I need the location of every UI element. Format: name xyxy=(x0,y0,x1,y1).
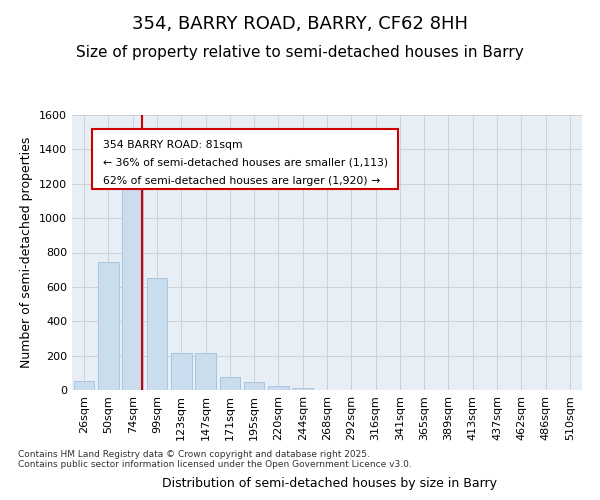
FancyBboxPatch shape xyxy=(92,128,398,189)
Bar xyxy=(292,388,313,390)
Text: Contains HM Land Registry data © Crown copyright and database right 2025.
Contai: Contains HM Land Registry data © Crown c… xyxy=(18,450,412,469)
Bar xyxy=(220,377,240,390)
Text: Distribution of semi-detached houses by size in Barry: Distribution of semi-detached houses by … xyxy=(163,477,497,490)
Text: 354, BARRY ROAD, BARRY, CF62 8HH: 354, BARRY ROAD, BARRY, CF62 8HH xyxy=(132,15,468,33)
Bar xyxy=(195,353,216,390)
Y-axis label: Number of semi-detached properties: Number of semi-detached properties xyxy=(20,137,34,368)
Bar xyxy=(146,278,167,390)
Bar xyxy=(244,382,265,390)
Bar xyxy=(268,386,289,390)
Text: 62% of semi-detached houses are larger (1,920) →: 62% of semi-detached houses are larger (… xyxy=(103,176,380,186)
Bar xyxy=(74,380,94,390)
Text: ← 36% of semi-detached houses are smaller (1,113): ← 36% of semi-detached houses are smalle… xyxy=(103,158,388,168)
Bar xyxy=(98,262,119,390)
Text: 354 BARRY ROAD: 81sqm: 354 BARRY ROAD: 81sqm xyxy=(103,140,242,150)
Bar xyxy=(171,353,191,390)
Text: Size of property relative to semi-detached houses in Barry: Size of property relative to semi-detach… xyxy=(76,45,524,60)
Bar xyxy=(122,170,143,390)
